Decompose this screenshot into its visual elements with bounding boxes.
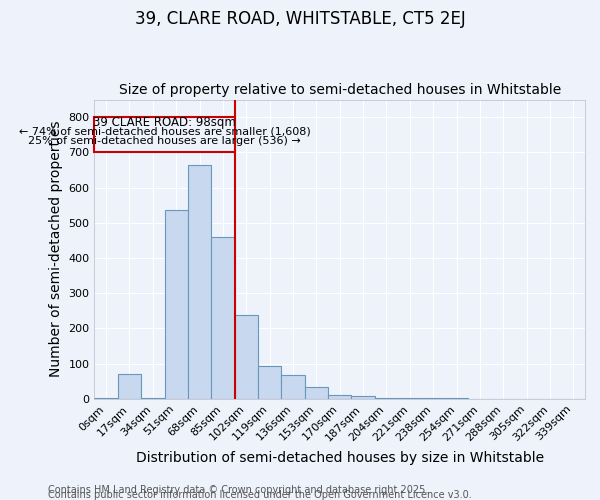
FancyBboxPatch shape xyxy=(94,117,235,152)
Bar xyxy=(235,315,258,399)
Bar xyxy=(211,237,235,399)
Text: 39, CLARE ROAD, WHITSTABLE, CT5 2EJ: 39, CLARE ROAD, WHITSTABLE, CT5 2EJ xyxy=(134,10,466,28)
Bar xyxy=(352,396,375,399)
Bar xyxy=(94,398,118,399)
Text: 25% of semi-detached houses are larger (536) →: 25% of semi-detached houses are larger (… xyxy=(28,136,301,146)
Bar xyxy=(118,374,141,399)
Text: 39 CLARE ROAD: 98sqm: 39 CLARE ROAD: 98sqm xyxy=(93,116,236,129)
X-axis label: Distribution of semi-detached houses by size in Whitstable: Distribution of semi-detached houses by … xyxy=(136,451,544,465)
Bar xyxy=(188,164,211,399)
Bar xyxy=(375,398,398,399)
Bar xyxy=(328,396,352,399)
Bar xyxy=(305,387,328,399)
Text: Contains public sector information licensed under the Open Government Licence v3: Contains public sector information licen… xyxy=(48,490,472,500)
Y-axis label: Number of semi-detached properties: Number of semi-detached properties xyxy=(49,121,63,378)
Title: Size of property relative to semi-detached houses in Whitstable: Size of property relative to semi-detach… xyxy=(119,83,561,97)
Bar xyxy=(164,210,188,399)
Bar xyxy=(258,366,281,399)
Bar xyxy=(141,398,164,399)
Bar xyxy=(281,375,305,399)
Text: ← 74% of semi-detached houses are smaller (1,608): ← 74% of semi-detached houses are smalle… xyxy=(19,127,310,137)
Text: Contains HM Land Registry data © Crown copyright and database right 2025.: Contains HM Land Registry data © Crown c… xyxy=(48,485,428,495)
